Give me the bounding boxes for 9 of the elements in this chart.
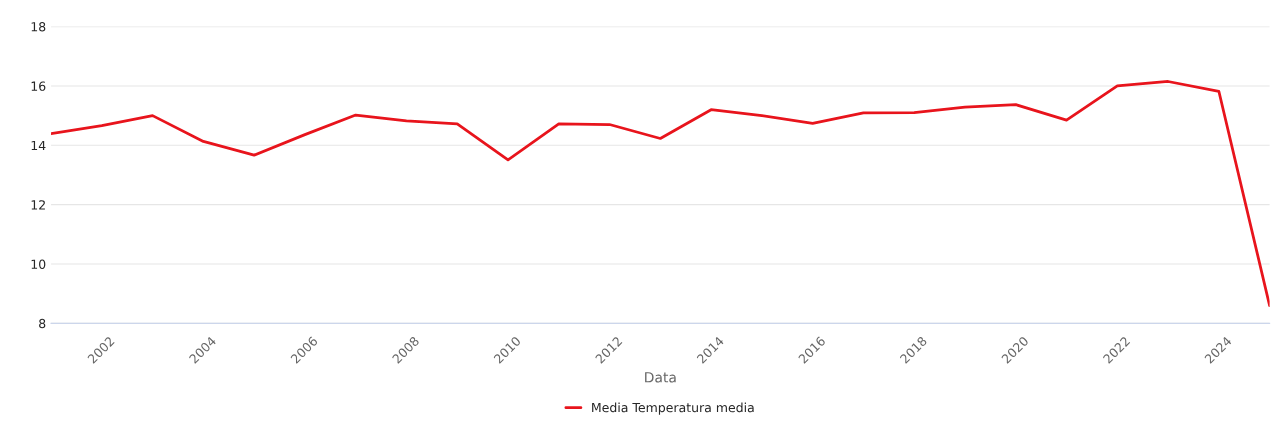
line-series — [51, 80, 1270, 307]
y-tick-label: 16 — [31, 81, 46, 91]
y-tick-label: 8 — [39, 318, 46, 329]
y-tick-label: 18 — [31, 22, 46, 32]
x-axis-title: Data — [645, 372, 676, 383]
legend-label: Media Temperatura media — [592, 402, 754, 415]
y-tick-label: 12 — [31, 200, 45, 210]
y-tick-label: 10 — [31, 259, 46, 269]
y-tick-label: 14 — [31, 140, 46, 151]
